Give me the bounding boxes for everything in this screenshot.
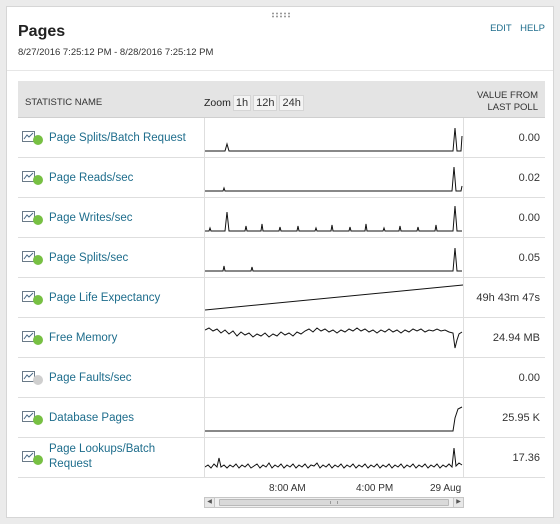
sparkline-chart[interactable]	[204, 198, 464, 238]
stat-name-link[interactable]: Page Faults/sec	[49, 372, 132, 384]
axis-label: 29 Aug	[430, 483, 462, 494]
help-link[interactable]: HELP	[520, 23, 545, 34]
status-up-icon	[33, 255, 43, 265]
axis-label: 4:00 PM	[356, 483, 394, 494]
sparkline-chart[interactable]	[204, 278, 464, 318]
status-up-icon	[33, 175, 43, 185]
stat-name-link[interactable]: Database Pages	[49, 412, 135, 424]
stat-name-link[interactable]: Free Memory	[49, 332, 118, 344]
stat-name-line2: Request	[49, 458, 92, 470]
sparkline-chart[interactable]	[204, 438, 464, 478]
edit-link[interactable]: EDIT	[490, 23, 512, 34]
stat-value: 24.94 MB	[492, 332, 540, 344]
stat-value: 25.95 K	[502, 412, 540, 424]
table-row: Page Writes/sec 0.00	[18, 198, 545, 238]
table-row: Free Memory 24.94 MB	[18, 318, 545, 358]
sparkline-chart[interactable]	[204, 158, 464, 198]
column-header-value-line2: LAST POLL	[487, 102, 538, 113]
status-up-icon	[33, 415, 43, 425]
column-header-value: VALUE FROM LAST POLL	[477, 90, 538, 114]
table-row: Page Reads/sec 0.02	[18, 158, 545, 198]
stat-name-line1: Page Lookups/Batch	[49, 443, 156, 455]
time-axis: 8:00 AM 4:00 PM 29 Aug	[204, 483, 464, 497]
table-row: Page Lookups/Batch Request 17.36	[18, 438, 545, 478]
sparkline-chart[interactable]	[204, 118, 464, 158]
stat-value: 0.00	[518, 212, 540, 224]
header-links: EDIT HELP	[484, 23, 545, 34]
table-row: Page Life Expectancy 49h 43m 47s	[18, 278, 545, 318]
status-up-icon	[33, 455, 43, 465]
sparkline-chart[interactable]	[204, 238, 464, 278]
column-header-value-line1: VALUE FROM	[476, 90, 538, 101]
status-up-icon	[33, 135, 43, 145]
header-divider	[7, 70, 553, 71]
stat-value: 49h 43m 47s	[476, 292, 540, 304]
stat-name-link[interactable]: Page Splits/sec	[49, 252, 129, 264]
scroll-left-icon[interactable]: ◀	[205, 498, 215, 507]
pages-widget: Pages 8/27/2016 7:25:12 PM - 8/28/2016 7…	[6, 6, 554, 518]
stat-value: 0.00	[518, 132, 540, 144]
status-unknown-icon	[33, 375, 43, 385]
sparkline-chart[interactable]	[204, 358, 464, 398]
stat-value: 0.05	[518, 252, 540, 264]
sparkline-chart[interactable]	[204, 318, 464, 358]
stat-name-link[interactable]: Page Writes/sec	[49, 212, 133, 224]
stat-value: 0.02	[518, 172, 540, 184]
sparkline-chart[interactable]	[204, 398, 464, 438]
stat-name-link[interactable]: Page Splits/Batch Request	[49, 132, 186, 144]
zoom-24h-button[interactable]: 24h	[279, 95, 304, 111]
status-up-icon	[33, 335, 43, 345]
statistics-table: STATISTIC NAME Zoom 1h 12h 24h VALUE FRO…	[18, 81, 545, 478]
widget-title: Pages	[18, 23, 66, 40]
status-up-icon	[33, 295, 43, 305]
stat-value: 0.00	[518, 372, 540, 384]
stat-name-link[interactable]: Page Life Expectancy	[49, 292, 161, 304]
date-range: 8/27/2016 7:25:12 PM - 8/28/2016 7:25:12…	[18, 47, 214, 58]
zoom-label: Zoom	[204, 97, 231, 109]
stat-name-link[interactable]: Page Reads/sec	[49, 172, 134, 184]
time-scrollbar[interactable]: ◀ ▶	[204, 497, 464, 508]
scroll-thumb[interactable]	[219, 499, 449, 506]
stat-value: 17.36	[512, 452, 540, 464]
status-up-icon	[33, 215, 43, 225]
table-row: Page Splits/sec 0.05	[18, 238, 545, 278]
table-header: STATISTIC NAME Zoom 1h 12h 24h VALUE FRO…	[18, 81, 545, 118]
zoom-controls: Zoom 1h 12h 24h	[204, 95, 304, 111]
axis-label: 8:00 AM	[269, 483, 306, 494]
drag-handle[interactable]	[271, 12, 291, 18]
table-row: Database Pages 25.95 K	[18, 398, 545, 438]
scroll-right-icon[interactable]: ▶	[453, 498, 463, 507]
grip-icon	[330, 501, 338, 504]
stat-name-link[interactable]: Page Lookups/Batch Request	[49, 442, 155, 472]
table-row: Page Faults/sec 0.00	[18, 358, 545, 398]
zoom-1h-button[interactable]: 1h	[232, 95, 252, 111]
table-row: Page Splits/Batch Request 0.00	[18, 118, 545, 158]
zoom-12h-button[interactable]: 12h	[253, 95, 278, 111]
column-header-statistic: STATISTIC NAME	[25, 97, 103, 108]
